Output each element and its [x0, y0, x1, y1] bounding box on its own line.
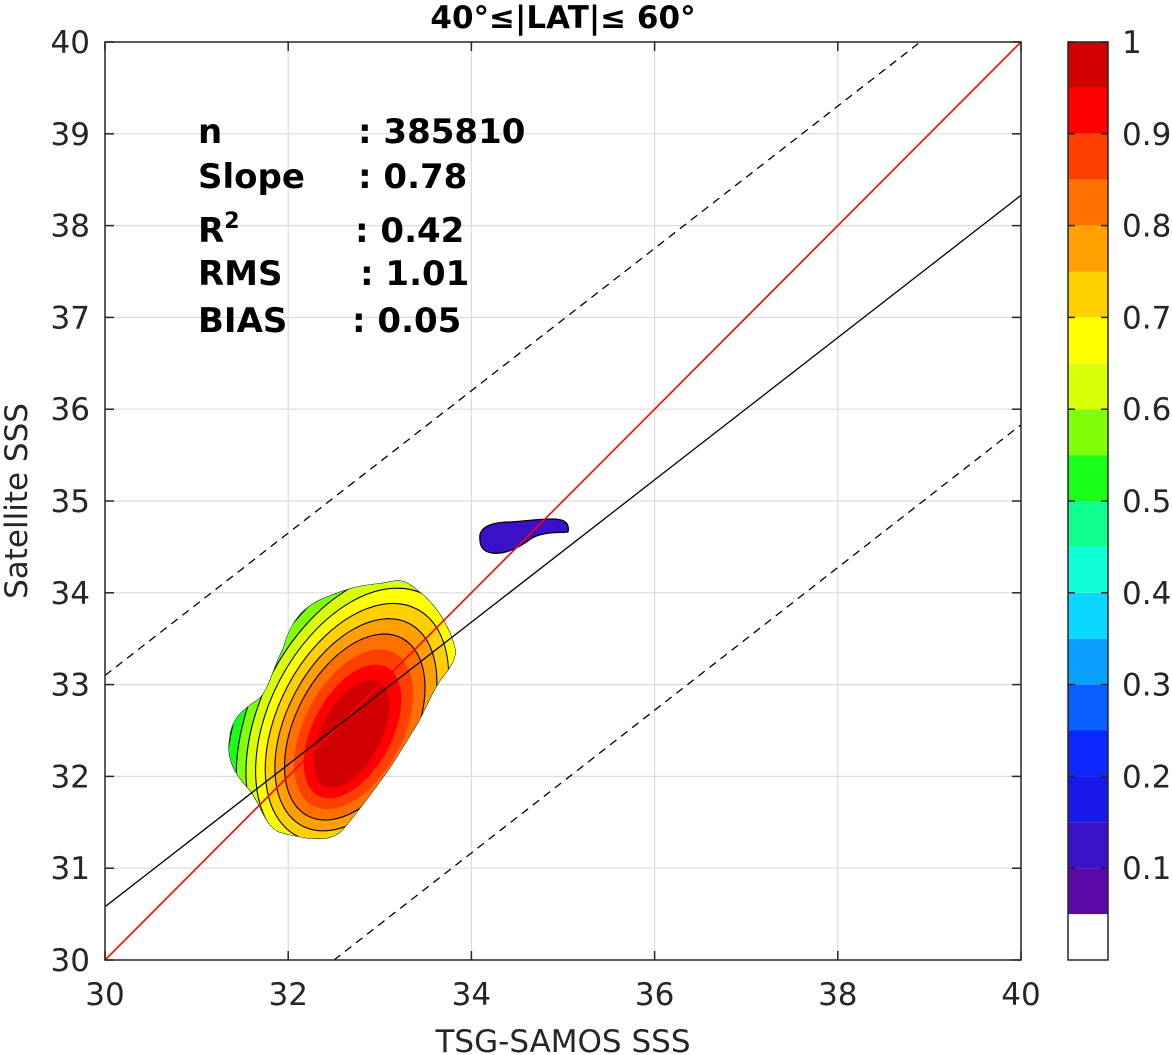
grid [105, 42, 1021, 960]
colorbar-tick-label: 0.7 [1122, 300, 1171, 336]
colorbar-tick-label: 1 [1122, 25, 1142, 61]
stat-label: RMS [198, 254, 283, 294]
colorbar-segment [1068, 822, 1108, 869]
colorbar-segment [1068, 271, 1108, 318]
secondary-blob-contour [479, 518, 569, 554]
y-tick-label: 38 [51, 209, 90, 245]
stat-row: Slope : 0.78 [198, 157, 467, 197]
secondary-density-blob [479, 518, 569, 554]
x-tick-label: 38 [818, 977, 857, 1013]
regression-fit-line [105, 194, 1021, 908]
colorbar-segment [1068, 363, 1108, 410]
colorbar-tick-label: 0.3 [1122, 668, 1171, 704]
colorbar-segment [1068, 730, 1108, 777]
x-tick-label: 30 [85, 977, 124, 1013]
x-tick-label: 34 [452, 977, 491, 1013]
y-tick-label: 40 [51, 25, 90, 61]
stat-value: : 0.05 [352, 301, 461, 341]
y-tick-label: 39 [51, 117, 90, 153]
stat-row: RMS : 1.01 [198, 254, 469, 294]
colorbar-segment [1068, 455, 1108, 501]
stat-label-superscript: 2 [224, 209, 239, 234]
colorbar-segment [1068, 179, 1108, 226]
y-tick-label: 32 [51, 759, 90, 795]
stat-value: : 0.42 [355, 211, 464, 251]
colorbar-segment [1068, 546, 1108, 593]
upper-bound-dashed-line [105, 42, 921, 676]
y-axis-label: Satellite SSS [0, 403, 35, 599]
x-tick-label: 40 [1001, 977, 1040, 1013]
colorbar-segment [1068, 42, 1108, 88]
colorbar-segment [1068, 317, 1108, 364]
colorbar-tick-label: 0.8 [1122, 209, 1171, 245]
y-tick-label: 37 [51, 300, 90, 336]
colorbar-segment [1068, 684, 1108, 731]
stat-label: Slope [198, 157, 305, 197]
x-tick-label: 36 [635, 977, 674, 1013]
stat-label: n [198, 112, 222, 152]
y-tick-label: 36 [51, 392, 90, 428]
colorbar-tick-label: 0.4 [1122, 576, 1171, 612]
stat-value: : 1.01 [360, 254, 469, 294]
colorbar-segment [1068, 776, 1108, 823]
colorbar-segment [1068, 133, 1108, 180]
stat-label: BIAS [198, 301, 287, 341]
y-tick-label: 30 [51, 943, 90, 979]
x-axis-label: TSG-SAMOS SSS [435, 1024, 691, 1055]
stat-row: BIAS : 0.05 [198, 301, 461, 341]
y-tick-label: 31 [51, 851, 90, 887]
colorbar-segment [1068, 501, 1108, 547]
stat-row: n : 385810 [198, 112, 525, 152]
colorbar: 0.1 0.2 0.3 0.4 0.5 0.6 0.7 0.8 0.9 1 [1067, 25, 1171, 961]
one-to-one-line [105, 42, 1021, 960]
lower-bound-dashed-line [333, 424, 1021, 960]
colorbar-tick-label: 0.6 [1122, 392, 1171, 428]
colorbar-tick-label: 0.5 [1122, 484, 1171, 520]
stat-value: : 385810 [358, 112, 525, 152]
stat-value: : 0.78 [358, 157, 467, 197]
colorbar-tick-label: 0.2 [1122, 759, 1171, 795]
colorbar-segment [1068, 868, 1108, 915]
colorbar-tick-label: 0.1 [1122, 851, 1171, 887]
reference-lines [105, 42, 1021, 960]
x-tick-label: 32 [268, 977, 307, 1013]
y-axis-ticks: 30 31 32 33 34 35 36 37 38 39 40 [51, 25, 1021, 979]
y-tick-label: 34 [51, 576, 90, 612]
contour-level-18 [313, 679, 390, 788]
x-axis-ticks: 30 32 34 36 38 40 [85, 42, 1041, 1013]
chart-title: 40°≤|LAT|≤ 60° [430, 0, 695, 36]
colorbar-tick-label: 0.9 [1122, 117, 1171, 153]
colorbar-segment [1068, 914, 1108, 960]
colorbar-segment [1068, 409, 1108, 456]
colorbar-segment [1068, 225, 1108, 272]
y-tick-label: 33 [51, 668, 90, 704]
colorbar-segment [1068, 638, 1108, 685]
colorbar-segment [1068, 592, 1108, 639]
colorbar-segment [1068, 87, 1108, 134]
y-tick-label: 35 [51, 484, 90, 520]
